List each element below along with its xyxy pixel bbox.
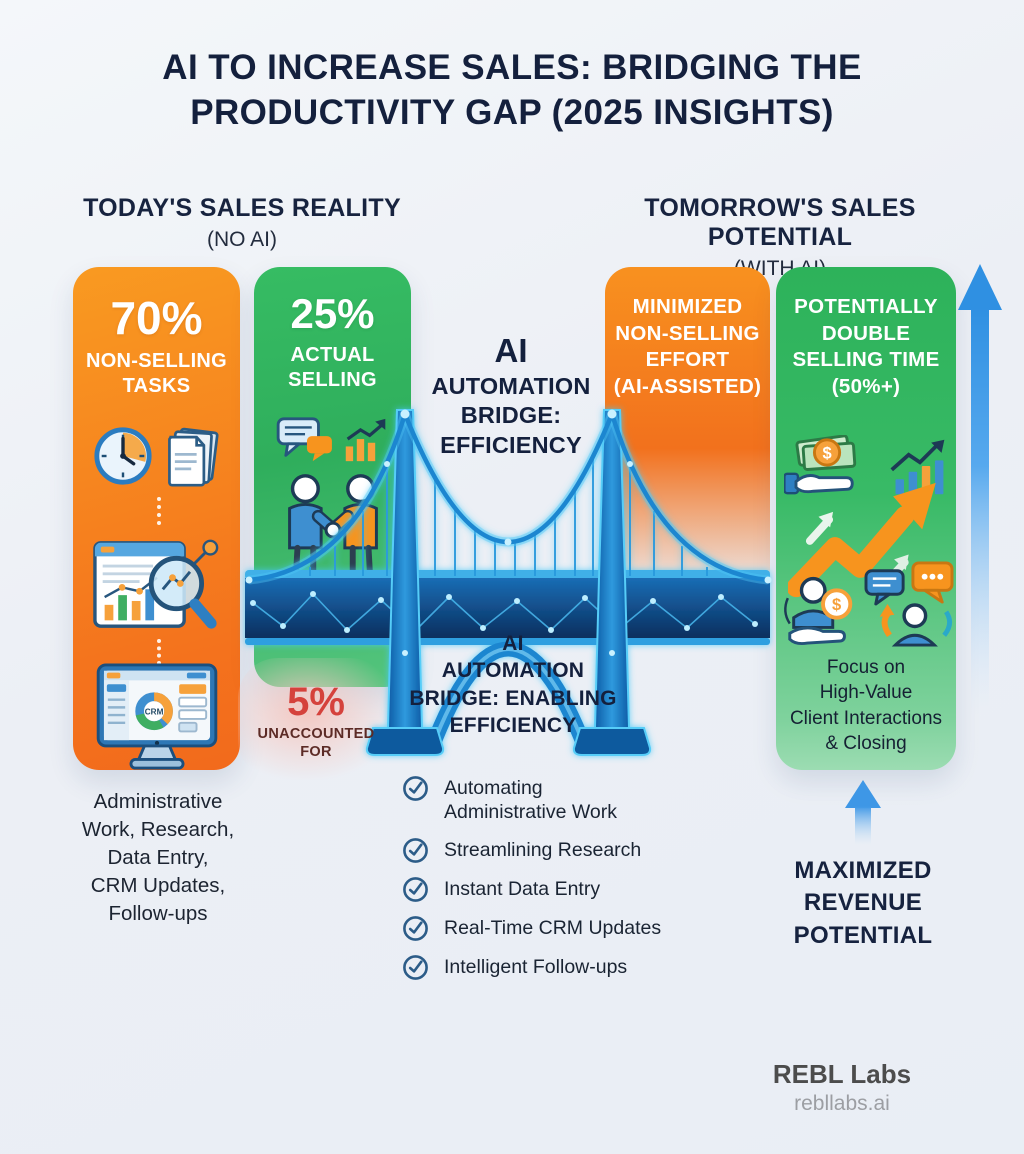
svg-text:$: $ — [832, 595, 841, 614]
list-item: Streamlining Research — [402, 837, 702, 864]
footer: REBL Labs rebllabs.ai — [742, 1060, 942, 1116]
dotted-connector — [157, 639, 161, 665]
check-circle-icon — [402, 876, 429, 903]
conversation-icon — [864, 561, 954, 647]
benefit-label: Instant Data Entry — [444, 877, 601, 900]
brand-name: REBL Labs — [772, 1059, 912, 1089]
page-title: AI TO INCREASE SALES: BRIDGING THE PRODU… — [162, 48, 862, 132]
handshake-row — [254, 463, 411, 611]
selling-icons-row — [254, 415, 411, 463]
list-item: Instant Data Entry — [402, 876, 702, 903]
section-header-tomorrow: TOMORROW'S SALES POTENTIAL (WITH AI) — [575, 194, 985, 281]
crm-icon-row: CRM — [73, 663, 240, 771]
research-icon-row — [73, 533, 240, 634]
crm-monitor-icon: CRM — [94, 663, 220, 771]
check-circle-icon — [402, 837, 429, 864]
double-selling-label: POTENTIALLY DOUBLE SELLING TIME (50%+) — [792, 295, 940, 398]
bridge-label-bottom: AI AUTOMATION BRIDGE: ENABLING EFFICIENC… — [409, 632, 617, 737]
benefit-label: Real-Time CRM Updates — [444, 916, 662, 939]
double-selling-caption: Focus on High-Value Client Interactions … — [789, 657, 943, 754]
actual-selling-value: 25% — [290, 290, 375, 337]
svg-text:CRM: CRM — [144, 708, 163, 717]
up-arrow-icon — [958, 264, 1002, 760]
unaccounted-value: 5% — [287, 680, 345, 724]
cash-hand-icon: $ — [784, 435, 872, 499]
list-item: Automating Administrative Work — [402, 775, 702, 825]
clock-icon — [92, 425, 154, 491]
growth-chart-icon — [342, 417, 390, 463]
check-circle-icon — [402, 954, 429, 981]
revenue-label: MAXIMIZED REVENUE POTENTIAL — [793, 857, 933, 949]
list-item: Real-Time CRM Updates — [402, 915, 702, 942]
minimized-label: MINIMIZED NON-SELLING EFFORT (AI-ASSISTE… — [613, 295, 762, 398]
svg-text:$: $ — [822, 444, 831, 462]
bridge-top-text: AUTOMATION BRIDGE: EFFICIENCY — [431, 372, 591, 459]
potential-icons-cluster: $ — [776, 435, 956, 650]
tomorrow-title: TOMORROW'S SALES POTENTIAL — [644, 194, 916, 251]
today-subtitle: (NO AI) — [206, 228, 277, 251]
list-item: Intelligent Follow-ups — [402, 954, 702, 981]
brand-site: rebllabs.ai — [794, 1091, 890, 1115]
client-dollar-icon: $ — [780, 563, 864, 647]
today-title: TODAY'S SALES REALITY — [83, 194, 401, 222]
non-selling-caption: Administrative Work, Research, Data Entr… — [81, 790, 235, 925]
ai-benefits-list: Automating Administrative Work Streamlin… — [402, 775, 702, 981]
non-selling-column: 70% NON-SELLING TASKS — [73, 267, 240, 770]
section-header-today: TODAY'S SALES REALITY (NO AI) — [52, 194, 432, 252]
non-selling-label: NON-SELLING TASKS — [85, 350, 228, 397]
chat-bubbles-icon — [276, 415, 336, 463]
research-magnifier-icon — [92, 533, 221, 634]
handshake-icon — [263, 463, 403, 611]
bridge-label-top: AI AUTOMATION BRIDGE: EFFICIENCY — [420, 332, 602, 461]
unaccounted-label: UNACCOUNTED FOR — [257, 726, 375, 761]
growth-arrow-icon — [788, 477, 944, 603]
check-circle-icon — [402, 915, 429, 942]
bridge-illustration — [245, 409, 772, 756]
bridge-ai-text: AI — [494, 332, 528, 369]
benefit-label: Streamlining Research — [444, 838, 642, 861]
non-selling-value: 70% — [110, 292, 203, 344]
dotted-connector — [157, 497, 161, 525]
double-selling-column: POTENTIALLY DOUBLE SELLING TIME (50%+) $ — [776, 267, 956, 770]
actual-selling-label: ACTUAL SELLING — [288, 344, 377, 391]
documents-icon — [164, 425, 222, 491]
check-circle-icon — [402, 775, 429, 802]
unaccounted-blob — [238, 658, 390, 780]
admin-icons-row — [73, 425, 240, 491]
benefit-label: Intelligent Follow-ups — [444, 955, 628, 978]
unaccounted-block: 5% UNACCOUNTED FOR — [255, 682, 377, 761]
revenue-up-arrow-icon — [845, 780, 881, 852]
benefit-label: Automating Administrative Work — [444, 777, 618, 823]
